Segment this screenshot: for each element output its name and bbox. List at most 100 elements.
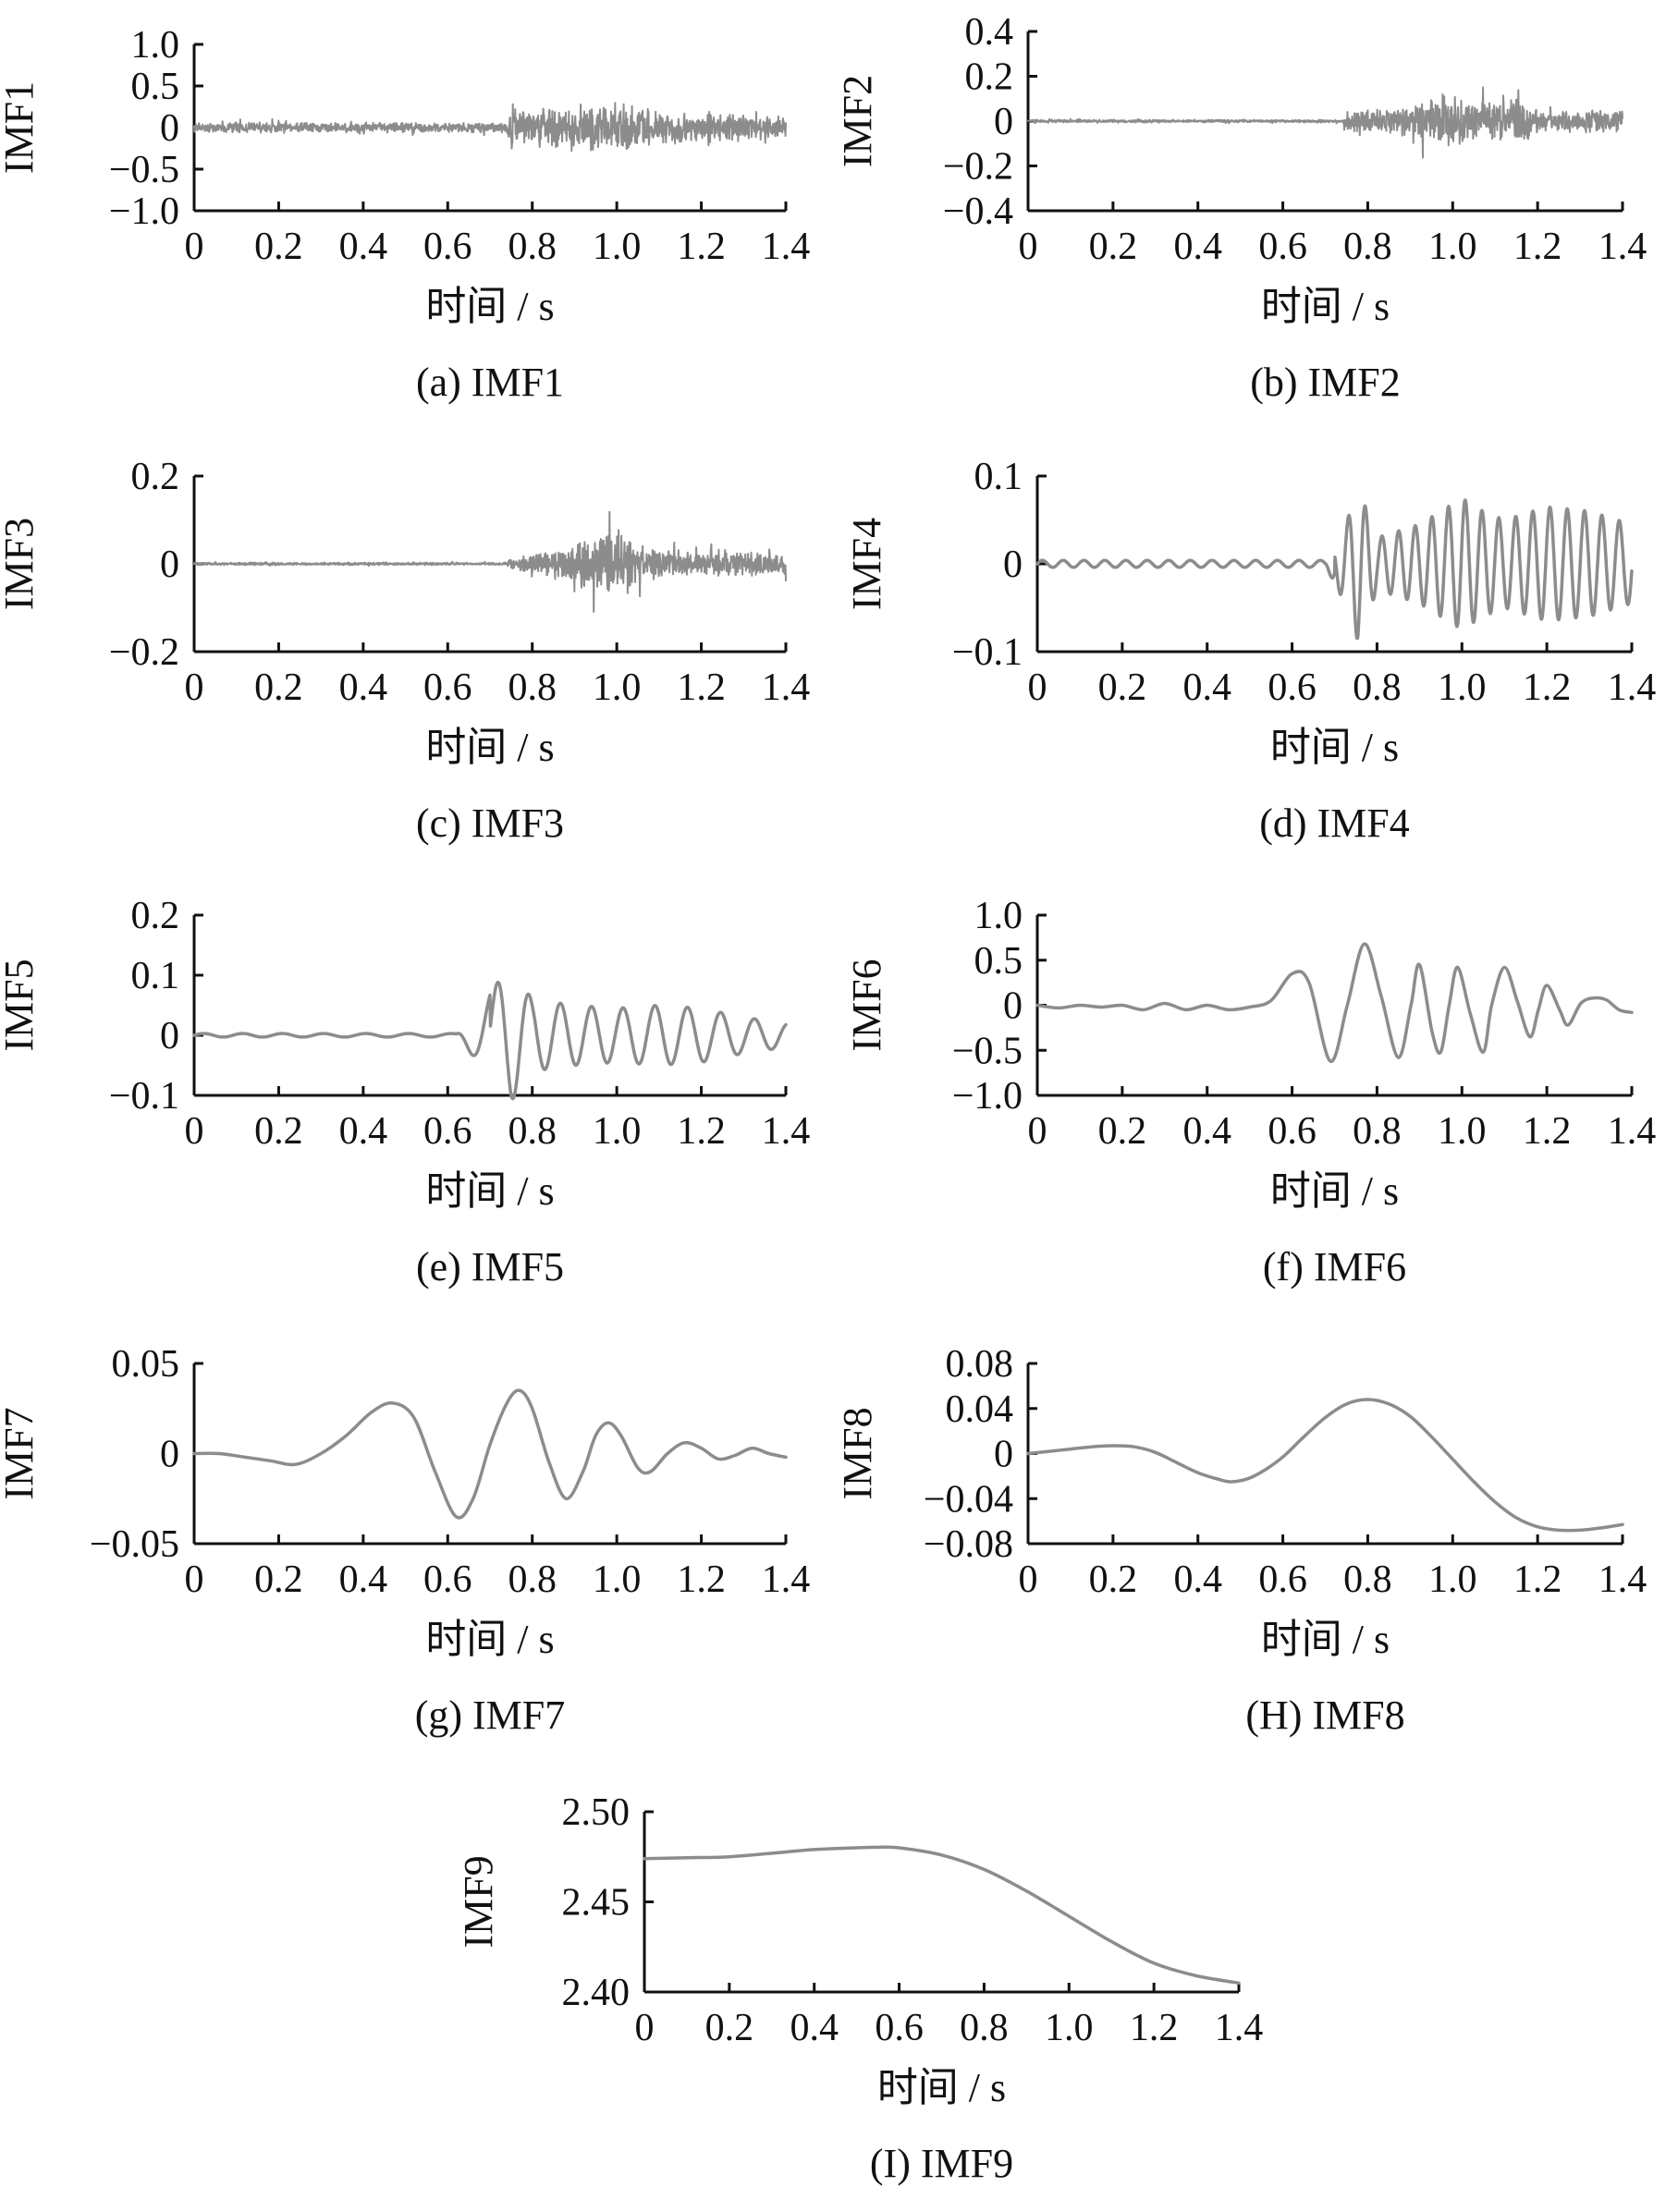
x-tick-label: 1.0 [593,666,642,709]
panel-caption: (a) IMF1 [416,360,564,405]
panel-a: 0 0.2 0.4 0.6 0.8 1.0 1.2 1.41.00.50−0.5−1.0IMF… [0,24,810,405]
x-tick-label: 1.4 [1598,1558,1647,1601]
x-tick-label: 0.6 [423,1558,472,1601]
y-tick-label: 0 [1003,985,1023,1028]
y-tick-label: −0.4 [943,190,1013,233]
x-axis-label: 时间 / s [877,2065,1006,2110]
x-tick-label: 0.6 [423,666,472,709]
x-tick-label: 1.0 [1428,1558,1477,1601]
x-tick-label: 0.8 [1343,1558,1392,1601]
x-tick-label: 0 [1019,226,1038,268]
y-tick-label: −0.1 [952,631,1023,674]
y-tick-label: 0.2 [131,895,180,937]
x-tick-label: 1.4 [1215,2007,1264,2049]
x-tick-label: 1.4 [1608,1110,1657,1153]
y-tick-label: 0 [160,1434,179,1476]
y-tick-label: 1.0 [974,895,1023,937]
y-axis-label: IMF9 [456,1855,501,1948]
x-tick-label: 1.2 [1513,1558,1562,1601]
x-tick-label: 1.0 [593,226,642,268]
x-tick-label: 0.4 [339,226,388,268]
x-tick-label: 1.4 [762,1558,811,1601]
y-tick-label: 1.0 [131,24,180,67]
x-tick-label: 1.2 [1513,226,1562,268]
x-tick-label: 1.4 [1598,226,1647,268]
x-tick-label: 1.0 [1428,226,1477,268]
y-tick-label: 0.5 [974,940,1023,983]
series-line-imf4 [1035,498,1634,641]
series-line-imf9 [643,1845,1241,1986]
x-axis-label: 时间 / s [425,1617,554,1662]
series-line-imf8 [1026,1398,1624,1533]
x-tick-label: 1.2 [677,1558,726,1601]
y-tick-label: 0.04 [946,1388,1014,1431]
panel-f: 0 0.2 0.4 0.6 0.8 1.0 1.2 1.41.00.50−0.5−1.0IMF… [844,895,1656,1289]
x-tick-label: 0 [1028,1110,1047,1153]
y-tick-label: −1.0 [952,1075,1023,1118]
x-tick-label: 0.2 [1089,1558,1138,1601]
x-tick-label: 1.0 [1438,1110,1487,1153]
y-axis-label: IMF3 [0,518,42,610]
x-tick-label: 0.4 [1182,1110,1231,1153]
x-tick-label: 1.0 [593,1558,642,1601]
x-axis-label: 时间 / s [1270,1168,1399,1214]
y-tick-label: −0.1 [109,1075,179,1118]
x-axis-label: 时间 / s [425,725,554,770]
x-tick-label: 0.4 [339,1110,388,1153]
y-tick-label: 0.1 [131,955,180,997]
y-tick-label: −0.08 [924,1523,1013,1566]
panel-caption: (I) IMF9 [870,2141,1013,2186]
x-tick-label: 0.4 [339,666,388,709]
y-axis-label: IMF1 [0,81,42,174]
y-tick-label: 0.1 [974,456,1023,498]
x-tick-label: 0.8 [508,1110,557,1153]
x-tick-label: 0.4 [339,1558,388,1601]
x-tick-label: 0.8 [1343,226,1392,268]
x-tick-label: 1.4 [1608,666,1657,709]
x-tick-label: 0.6 [1258,226,1307,268]
y-tick-label: −0.2 [109,631,179,674]
x-tick-label: 0.6 [1258,1558,1307,1601]
y-tick-label: 0.5 [131,66,180,108]
x-tick-label: 1.0 [1045,2007,1094,2049]
x-tick-label: 0.4 [1182,666,1231,709]
y-axis-label: IMF2 [835,75,880,167]
y-tick-label: 2.45 [562,1882,631,1925]
series-line-imf3 [193,510,787,613]
x-tick-label: 0.2 [1098,1110,1147,1153]
y-tick-label: 0 [994,101,1013,143]
y-axis-label: IMF5 [0,959,42,1051]
x-tick-label: 0 [1028,666,1047,709]
x-tick-label: 1.0 [593,1110,642,1153]
y-tick-label: 0 [160,107,179,150]
series-line-imf7 [192,1388,788,1520]
x-tick-label: 0 [635,2007,655,2049]
x-axis-label: 时间 / s [425,1168,554,1214]
x-tick-label: 1.2 [677,226,726,268]
x-axis-label: 时间 / s [1261,284,1390,329]
x-tick-label: 0.2 [705,2007,754,2049]
y-tick-label: −0.5 [952,1030,1023,1072]
x-tick-label: 0.6 [423,1110,472,1153]
x-tick-label: 0.8 [1353,666,1402,709]
y-tick-label: 0 [1003,544,1023,586]
x-tick-label: 0 [185,666,204,709]
y-tick-label: −0.04 [924,1478,1013,1521]
y-tick-label: 2.40 [562,1972,631,2014]
x-tick-label: 1.4 [762,666,811,709]
y-axis-label: IMF7 [0,1407,42,1499]
y-tick-label: 2.50 [562,1791,631,1834]
panel-caption: (c) IMF3 [416,800,564,846]
panel-caption: (e) IMF5 [416,1244,564,1289]
x-tick-label: 0.2 [254,226,303,268]
x-tick-label: 1.2 [1523,666,1572,709]
series-line-imf6 [1035,942,1634,1063]
y-tick-label: 0.05 [112,1343,180,1386]
x-tick-label: 0.6 [1268,666,1317,709]
y-tick-label: 0 [994,1434,1013,1476]
x-tick-label: 0.2 [254,666,303,709]
panel-caption: (b) IMF2 [1250,360,1401,405]
x-tick-label: 0.8 [508,666,557,709]
